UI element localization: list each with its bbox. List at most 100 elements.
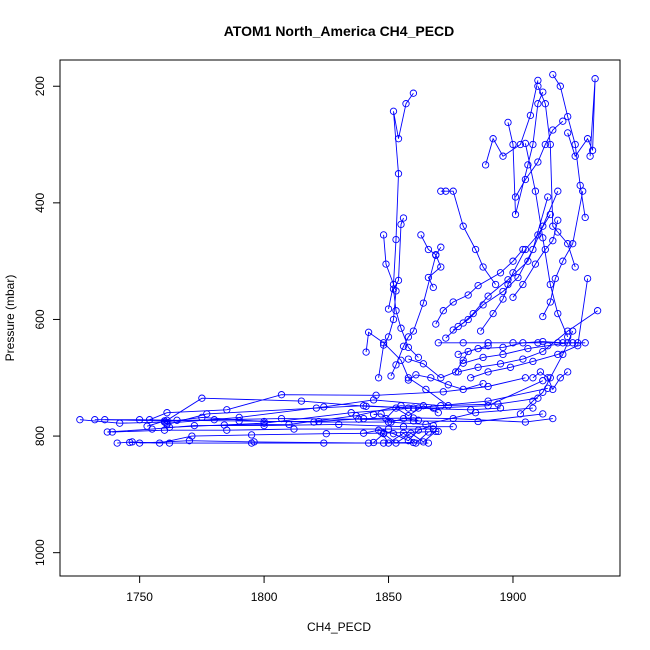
data-point bbox=[464, 347, 472, 356]
y-tick-label: 400 bbox=[33, 192, 47, 212]
data-point bbox=[536, 368, 545, 376]
data-point bbox=[511, 193, 520, 201]
data-point bbox=[359, 429, 368, 437]
series-line bbox=[169, 387, 548, 428]
data-point bbox=[526, 111, 535, 120]
data-point bbox=[449, 326, 457, 334]
data-point bbox=[524, 257, 532, 265]
data-point bbox=[499, 343, 507, 352]
data-point bbox=[571, 140, 579, 149]
data-point bbox=[399, 429, 408, 437]
data-point bbox=[534, 76, 542, 85]
data-point bbox=[444, 402, 452, 410]
data-point bbox=[574, 342, 582, 350]
data-point bbox=[359, 402, 368, 410]
data-point bbox=[499, 287, 507, 296]
data-point bbox=[496, 404, 505, 412]
data-point bbox=[564, 327, 572, 335]
data-point bbox=[569, 327, 577, 335]
data-point bbox=[539, 234, 547, 242]
data-point bbox=[544, 374, 552, 382]
data-point bbox=[442, 334, 450, 342]
data-point bbox=[437, 263, 445, 271]
series-21 bbox=[374, 231, 400, 382]
data-point bbox=[564, 339, 572, 347]
data-point bbox=[484, 368, 492, 376]
data-point bbox=[499, 152, 507, 160]
data-point bbox=[549, 70, 557, 79]
data-point bbox=[564, 112, 572, 121]
data-point bbox=[372, 391, 380, 399]
data-point bbox=[521, 418, 530, 426]
data-point bbox=[135, 439, 144, 447]
series-5 bbox=[108, 425, 437, 436]
series-line bbox=[458, 341, 578, 355]
data-point bbox=[514, 273, 522, 282]
data-point bbox=[220, 421, 228, 429]
series-line bbox=[104, 413, 543, 422]
data-point bbox=[412, 439, 420, 447]
data-point bbox=[546, 374, 554, 382]
data-point bbox=[474, 281, 482, 290]
series-line bbox=[390, 246, 442, 377]
data-point bbox=[529, 357, 537, 366]
data-point bbox=[404, 343, 413, 352]
data-point bbox=[516, 140, 525, 149]
y-tick-label: 600 bbox=[33, 309, 47, 329]
x-tick-label: 1800 bbox=[251, 590, 278, 604]
data-point bbox=[521, 245, 530, 254]
data-point bbox=[409, 417, 418, 425]
data-point bbox=[409, 404, 418, 412]
data-point bbox=[571, 263, 579, 271]
data-point bbox=[484, 397, 492, 405]
series-23 bbox=[384, 89, 418, 313]
data-point bbox=[414, 353, 423, 362]
data-point bbox=[419, 438, 428, 446]
data-point bbox=[394, 276, 403, 285]
data-point bbox=[250, 438, 258, 446]
data-point bbox=[290, 425, 298, 433]
data-point bbox=[509, 257, 517, 265]
data-point bbox=[546, 298, 554, 306]
data-point bbox=[481, 161, 490, 169]
series-layer bbox=[76, 70, 602, 447]
data-point bbox=[389, 285, 398, 293]
data-point bbox=[432, 320, 440, 328]
data-point bbox=[583, 274, 592, 283]
data-point bbox=[260, 421, 268, 430]
data-point bbox=[474, 417, 482, 426]
data-point bbox=[496, 360, 505, 368]
series-line bbox=[380, 431, 429, 444]
series-45 bbox=[539, 187, 587, 321]
data-point bbox=[544, 193, 552, 201]
x-axis-label: CH4_PECD bbox=[307, 620, 371, 634]
data-point bbox=[364, 439, 373, 447]
data-point bbox=[297, 397, 306, 405]
data-point bbox=[113, 439, 121, 447]
data-point bbox=[377, 410, 385, 418]
data-point bbox=[409, 327, 418, 335]
data-point bbox=[384, 439, 393, 447]
data-point bbox=[394, 135, 403, 143]
data-point bbox=[434, 339, 442, 347]
series-line bbox=[378, 234, 397, 378]
series-10 bbox=[145, 374, 530, 424]
series-8 bbox=[135, 437, 418, 447]
data-point bbox=[534, 158, 542, 166]
data-point bbox=[546, 210, 554, 219]
data-point bbox=[531, 260, 540, 268]
data-point bbox=[539, 388, 547, 396]
y-axis: 200 400 600 800 1000 bbox=[33, 76, 61, 566]
series-line bbox=[542, 191, 584, 317]
data-point bbox=[554, 228, 562, 236]
data-point bbox=[407, 429, 415, 437]
data-point bbox=[369, 410, 378, 419]
series-line bbox=[507, 91, 544, 215]
data-point bbox=[509, 140, 517, 149]
series-38 bbox=[481, 76, 542, 169]
data-point bbox=[529, 140, 537, 149]
data-point bbox=[449, 187, 457, 195]
data-point bbox=[439, 307, 447, 315]
series-line bbox=[385, 405, 439, 419]
data-point bbox=[190, 421, 199, 430]
